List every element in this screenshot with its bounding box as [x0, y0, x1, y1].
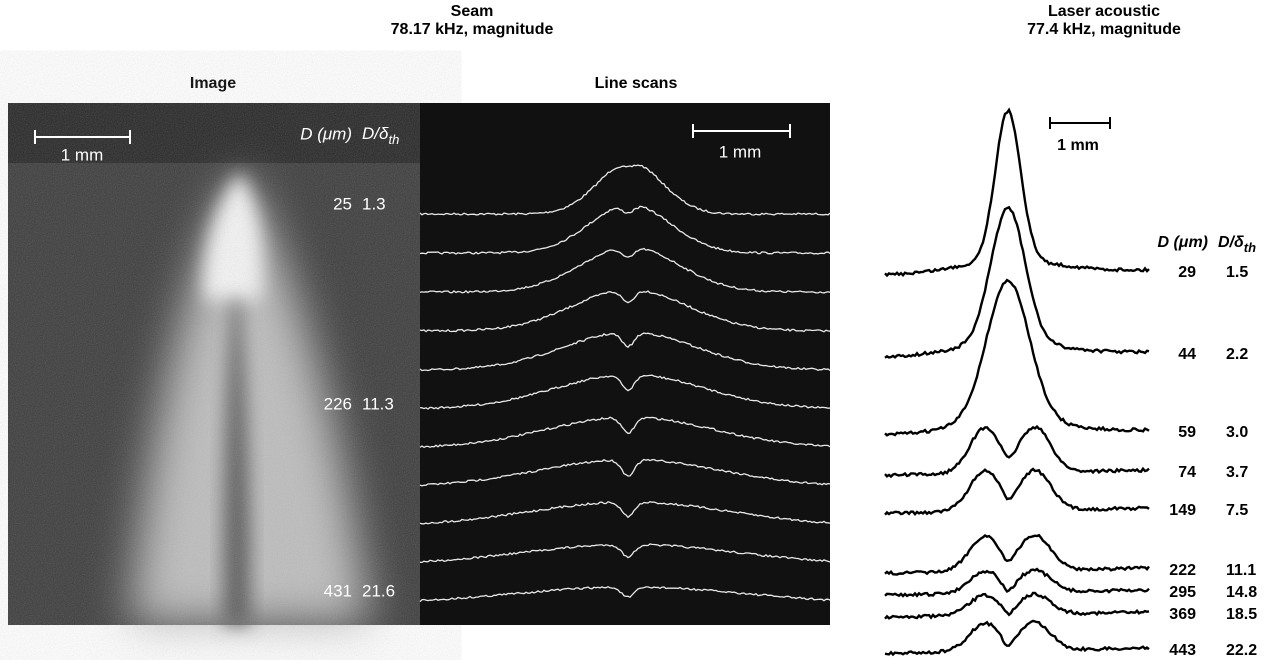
laser-header-ratio-sub: th: [1244, 240, 1256, 255]
laser-diameter: 369: [1169, 606, 1196, 623]
scans-panel: [420, 103, 830, 625]
seam-header-ratio-main: D/δ: [362, 124, 389, 143]
laser-scale-bar: [1050, 117, 1110, 129]
laser-trace: [885, 593, 1149, 619]
laser-diameter: 44: [1178, 346, 1196, 363]
laser-trace: [885, 427, 1149, 477]
scans-scale-label: 1 mm: [719, 142, 762, 161]
laser-trace: [885, 469, 1149, 515]
seam-header-diameter: D (μm): [300, 124, 352, 143]
seam-ratio: 1.3: [362, 194, 386, 213]
laser-diameter: 149: [1169, 502, 1196, 519]
laser-diameter: 295: [1169, 584, 1196, 601]
laser-diameter: 222: [1169, 562, 1196, 579]
seam-image: [8, 103, 420, 625]
laser-trace: [885, 280, 1149, 435]
seam-diameter: 226: [324, 394, 352, 413]
laser-ratio: 2.2: [1226, 346, 1248, 363]
seam-title: Seam: [451, 3, 494, 20]
laser-ratio: 22.2: [1226, 642, 1257, 659]
laser-ratio: 14.8: [1226, 584, 1257, 601]
laser-ratio: 1.5: [1226, 264, 1248, 281]
laser-title: Laser acoustic: [1048, 3, 1160, 20]
scans-label: Line scans: [595, 75, 678, 92]
laser-trace: [885, 535, 1149, 574]
figure: Seam 78.17 kHz, magnitude Image Line sca…: [0, 0, 1288, 660]
laser-header-ratio-main: D/δ: [1218, 234, 1244, 251]
laser-trace: [885, 207, 1149, 357]
laser-subtitle: 77.4 kHz, magnitude: [1027, 21, 1181, 38]
seam-ratio: 11.3: [362, 394, 394, 413]
seam-ratio: 21.6: [362, 581, 395, 600]
laser-ratio: 11.1: [1226, 562, 1256, 579]
laser-ratio: 18.5: [1226, 606, 1257, 623]
image-label: Image: [190, 75, 236, 92]
seam-header-ratio-sub: th: [388, 132, 399, 147]
seam-diameter: 431: [324, 581, 352, 600]
laser-diameter: 443: [1169, 642, 1196, 659]
laser-diameter: 74: [1178, 464, 1196, 481]
seam-diameter: 25: [333, 194, 352, 213]
laser-trace: [885, 621, 1149, 655]
seam-subtitle: 78.17 kHz, magnitude: [391, 21, 554, 38]
laser-ratio: 7.5: [1226, 502, 1248, 519]
laser-ratio: 3.0: [1226, 424, 1248, 441]
laser-scale-label: 1 mm: [1057, 137, 1099, 154]
image-scale-label: 1 mm: [61, 145, 104, 164]
laser-header-ratio: D/δth: [1218, 234, 1256, 255]
laser-trace: [885, 110, 1149, 276]
laser-diameter: 59: [1178, 424, 1196, 441]
laser-ratio: 3.7: [1226, 464, 1248, 481]
laser-diameter: 29: [1178, 264, 1196, 281]
laser-header-diameter: D (μm): [1157, 234, 1208, 251]
